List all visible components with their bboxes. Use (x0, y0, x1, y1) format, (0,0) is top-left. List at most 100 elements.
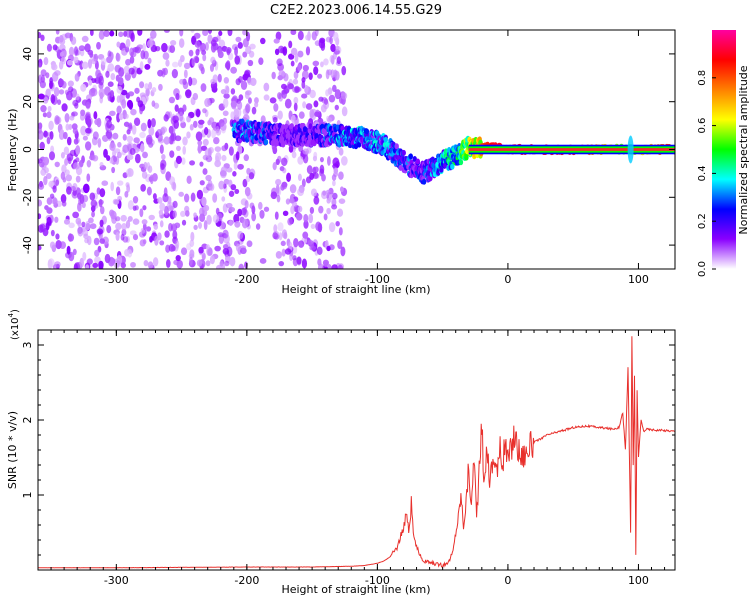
noise-speckle (160, 126, 168, 133)
noise-speckle (115, 186, 121, 196)
colorbar: 0.0 0.2 0.4 0.6 0.8 Normalized spectral ampl… (697, 30, 750, 277)
noise-speckle (98, 87, 105, 98)
noise-speckle (301, 93, 308, 99)
noise-speckle (244, 186, 251, 197)
noise-speckle (103, 30, 110, 37)
noise-speckle (68, 232, 72, 242)
noise-speckle (193, 212, 197, 218)
noise-speckle (127, 249, 133, 258)
noise-speckle (197, 221, 203, 229)
noise-speckle (326, 197, 331, 204)
noise-speckle (204, 148, 212, 158)
noise-speckle (42, 112, 48, 118)
noise-speckle (146, 226, 152, 232)
noise-speckle (217, 73, 222, 83)
noise-speckle (209, 63, 215, 72)
noise-speckle (80, 125, 87, 136)
noise-speckle (234, 46, 238, 57)
noise-speckle (38, 74, 43, 84)
noise-speckle (260, 37, 266, 45)
noise-speckle (90, 199, 98, 208)
noise-speckle (127, 216, 133, 222)
noise-speckle (210, 56, 216, 64)
noise-speckle (182, 136, 188, 146)
noise-speckle (99, 162, 104, 168)
noise-speckle (147, 261, 154, 269)
noise-speckle (161, 42, 168, 53)
noise-speckle (273, 38, 280, 44)
noise-speckle (323, 213, 328, 221)
noise-speckle (46, 43, 52, 52)
noise-speckle (207, 119, 212, 126)
noise-speckle (288, 53, 295, 60)
noise-speckle (42, 96, 49, 104)
noise-speckle (98, 75, 105, 86)
noise-speckle (159, 220, 164, 228)
noise-speckle (157, 197, 163, 204)
noise-speckle (202, 168, 208, 175)
noise-speckle (202, 30, 209, 37)
noise-speckle (142, 151, 148, 159)
noise-speckle (107, 81, 114, 87)
noise-speckle (311, 31, 317, 41)
noise-speckle (238, 263, 244, 269)
noise-speckle (183, 62, 191, 70)
noise-speckle (139, 208, 144, 218)
noise-speckle (86, 173, 91, 182)
noise-speckle (170, 40, 177, 46)
noise-speckle (73, 162, 80, 170)
noise-speckle (277, 110, 283, 120)
noise-speckle (247, 76, 252, 86)
noise-speckle (301, 77, 306, 83)
ridge-cell (408, 153, 414, 160)
ridge-cell (458, 159, 464, 166)
noise-speckle (89, 30, 94, 37)
noise-speckle (189, 124, 194, 131)
noise-speckle (43, 57, 49, 66)
noise-speckle (182, 104, 187, 112)
noise-speckle (219, 170, 227, 177)
noise-speckle (326, 207, 331, 215)
noise-speckle (181, 219, 187, 226)
noise-speckle (99, 206, 105, 215)
noise-speckle (197, 143, 202, 154)
noise-speckle (82, 135, 88, 141)
noise-speckle (180, 247, 188, 256)
noise-speckle (280, 240, 286, 247)
noise-speckle (169, 150, 175, 158)
noise-speckle (88, 79, 93, 86)
noise-speckle (134, 87, 140, 94)
x-tick-label: 100 (628, 574, 649, 587)
noise-speckle (211, 128, 216, 139)
noise-speckle (174, 104, 179, 112)
noise-speckle (238, 94, 244, 101)
ridge-cell (401, 149, 406, 156)
noise-speckle (73, 46, 79, 56)
noise-speckle (314, 111, 321, 117)
noise-speckle (308, 213, 314, 224)
noise-speckle (38, 93, 45, 100)
noise-speckle (85, 101, 91, 110)
noise-speckle (139, 81, 145, 89)
noise-speckle (128, 100, 134, 110)
noise-speckle (110, 210, 117, 220)
noise-speckle (277, 63, 285, 72)
noise-speckle (151, 100, 156, 107)
ridge-cell (394, 143, 399, 150)
noise-speckle (64, 113, 70, 123)
noise-speckle (73, 138, 79, 145)
noise-speckle (189, 239, 195, 247)
noise-speckle (57, 99, 62, 106)
noise-speckle (175, 255, 181, 262)
ridge-cell (421, 178, 427, 185)
noise-speckle (245, 103, 251, 114)
noise-speckle (207, 30, 213, 34)
noise-speckle (99, 238, 106, 244)
noise-speckle (106, 155, 111, 161)
noise-speckle (113, 199, 120, 205)
noise-speckle (197, 140, 203, 146)
noise-speckle (63, 131, 68, 140)
noise-speckle (111, 166, 116, 174)
noise-speckle (163, 30, 171, 33)
noise-speckle (178, 38, 185, 48)
